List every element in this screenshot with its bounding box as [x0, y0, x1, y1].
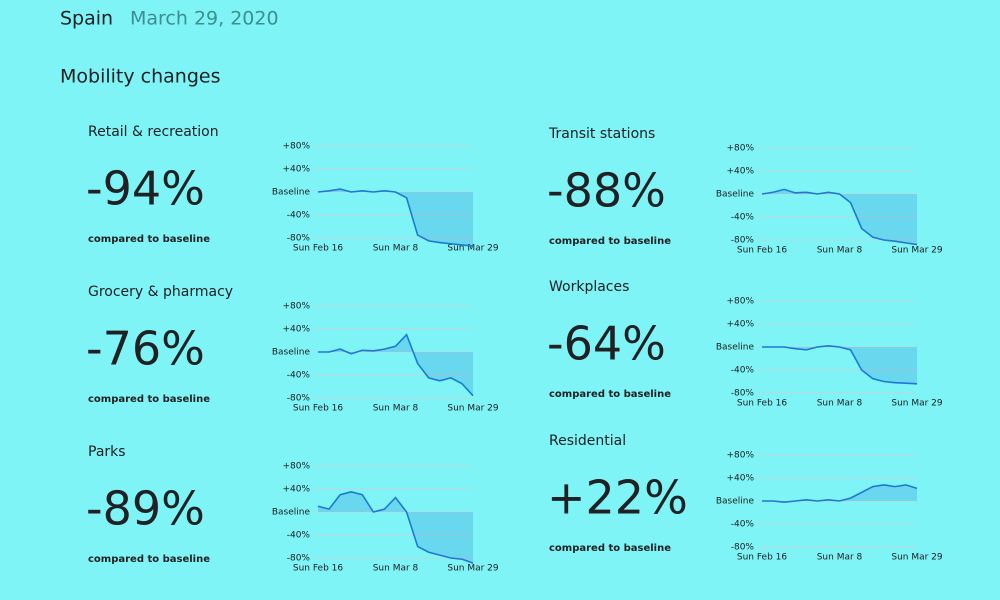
y-tick-label: -40% — [287, 371, 311, 381]
change-line — [318, 333, 474, 397]
caption: compared to baseline — [88, 394, 210, 405]
y-tick-label: +40% — [282, 325, 310, 335]
y-tick-label: Baseline — [716, 343, 755, 353]
y-tick-label: +40% — [282, 485, 310, 495]
change-area — [318, 491, 473, 564]
headline-change: -89% — [86, 482, 205, 536]
change-line — [317, 188, 474, 247]
x-tick-label: Sun Mar 29 — [447, 564, 499, 574]
mobility-panel: Residential +22% compared to baseline +80% +… — [547, 433, 943, 563]
change-area — [762, 345, 917, 384]
y-tick-label: Baseline — [272, 348, 311, 358]
change-area — [762, 189, 917, 245]
y-tick-label: -80% — [287, 234, 311, 244]
x-tick-label: Sun Feb 16 — [737, 553, 788, 563]
y-tick-label: +80% — [726, 144, 754, 154]
y-tick-label: -40% — [731, 213, 755, 223]
y-tick-label: -80% — [287, 554, 311, 564]
mobility-panel: Retail & recreation -94% compared to basel… — [86, 124, 499, 254]
caption: compared to baseline — [88, 554, 210, 565]
y-tick-label: +40% — [726, 474, 754, 484]
caption: compared to baseline — [549, 236, 671, 247]
headline-change: +22% — [547, 471, 688, 525]
x-tick-label: Sun Mar 29 — [891, 399, 943, 409]
x-tick-label: Sun Mar 8 — [373, 404, 419, 414]
y-tick-label: -40% — [287, 211, 311, 221]
x-tick-label: Sun Mar 8 — [817, 553, 863, 563]
x-tick-label: Sun Feb 16 — [293, 244, 344, 254]
change-line — [762, 345, 918, 385]
y-tick-label: -80% — [731, 389, 755, 399]
change-line — [761, 188, 918, 246]
panel-title: Transit stations — [548, 126, 655, 142]
x-tick-label: Sun Mar 29 — [891, 553, 943, 563]
caption: compared to baseline — [549, 389, 671, 400]
y-tick-label: -80% — [731, 236, 755, 246]
change-area — [318, 334, 473, 396]
country: Spain — [60, 8, 113, 30]
x-tick-label: Sun Mar 29 — [447, 244, 499, 254]
headline-change: -64% — [547, 317, 666, 371]
change-area — [762, 484, 917, 503]
x-tick-label: Sun Mar 8 — [817, 399, 863, 409]
headline-change: -88% — [547, 164, 666, 218]
y-tick-label: Baseline — [716, 497, 755, 507]
y-tick-label: +80% — [726, 451, 754, 461]
mobility-panel: Parks -89% compared to baseline +80% +40% Bas… — [86, 444, 499, 574]
panel-title: Workplaces — [549, 279, 629, 295]
y-tick-label: +80% — [282, 462, 310, 472]
x-tick-label: Sun Mar 8 — [373, 564, 419, 574]
change-line — [317, 491, 474, 564]
y-tick-label: Baseline — [272, 508, 311, 518]
y-tick-label: +40% — [726, 320, 754, 330]
section-title: Mobility changes — [60, 66, 220, 88]
x-tick-label: Sun Mar 8 — [373, 244, 419, 254]
headline-change: -76% — [86, 322, 205, 376]
x-tick-label: Sun Mar 29 — [447, 404, 499, 414]
y-tick-label: -40% — [287, 531, 311, 541]
y-tick-label: -40% — [731, 366, 755, 376]
panel-title: Retail & recreation — [88, 124, 219, 140]
mobility-panel: Transit stations -88% compared to baseline… — [547, 126, 943, 256]
x-tick-label: Sun Feb 16 — [737, 399, 788, 409]
change-line — [762, 484, 918, 503]
report-date: March 29, 2020 — [130, 8, 279, 30]
y-tick-label: +40% — [726, 167, 754, 177]
y-tick-label: -80% — [287, 394, 311, 404]
x-tick-label: Sun Mar 8 — [817, 246, 863, 256]
y-tick-label: Baseline — [272, 188, 311, 198]
panel-title: Grocery & pharmacy — [88, 284, 233, 300]
x-tick-label: Sun Feb 16 — [293, 564, 344, 574]
y-tick-label: +80% — [726, 297, 754, 307]
x-tick-label: Sun Mar 29 — [891, 246, 943, 256]
mobility-panel: Workplaces -64% compared to baseline +80% +4… — [547, 279, 943, 409]
mobility-panel: Grocery & pharmacy -76% compared to baseli… — [86, 284, 499, 414]
x-tick-label: Sun Feb 16 — [293, 404, 344, 414]
y-tick-label: +80% — [282, 302, 310, 312]
caption: compared to baseline — [88, 234, 210, 245]
y-tick-label: +80% — [282, 142, 310, 152]
panel-title: Residential — [549, 433, 626, 449]
y-tick-label: -40% — [731, 520, 755, 530]
headline-change: -94% — [86, 162, 205, 216]
change-area — [318, 189, 473, 247]
x-tick-label: Sun Feb 16 — [737, 246, 788, 256]
caption: compared to baseline — [549, 543, 671, 554]
y-tick-label: -80% — [731, 543, 755, 553]
panel-title: Parks — [88, 444, 126, 460]
y-tick-label: Baseline — [716, 190, 755, 200]
y-tick-label: +40% — [282, 165, 310, 175]
